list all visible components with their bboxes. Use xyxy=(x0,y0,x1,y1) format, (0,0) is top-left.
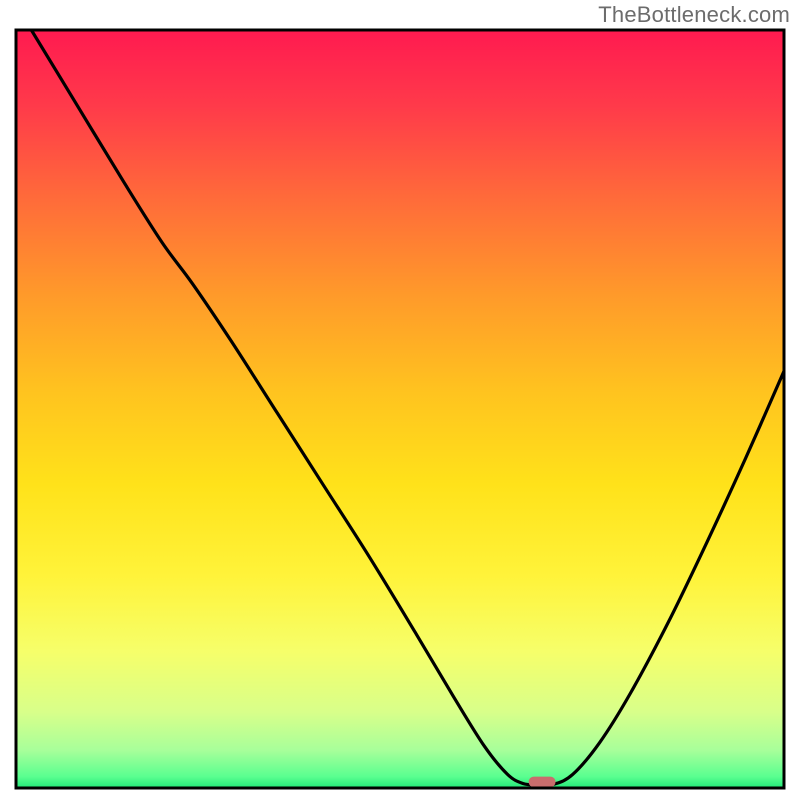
gradient-background xyxy=(16,30,784,788)
optimal-marker xyxy=(529,777,556,788)
bottleneck-chart xyxy=(0,0,800,800)
watermark-text: TheBottleneck.com xyxy=(598,2,790,28)
plot-area xyxy=(16,30,784,788)
chart-container: TheBottleneck.com xyxy=(0,0,800,800)
